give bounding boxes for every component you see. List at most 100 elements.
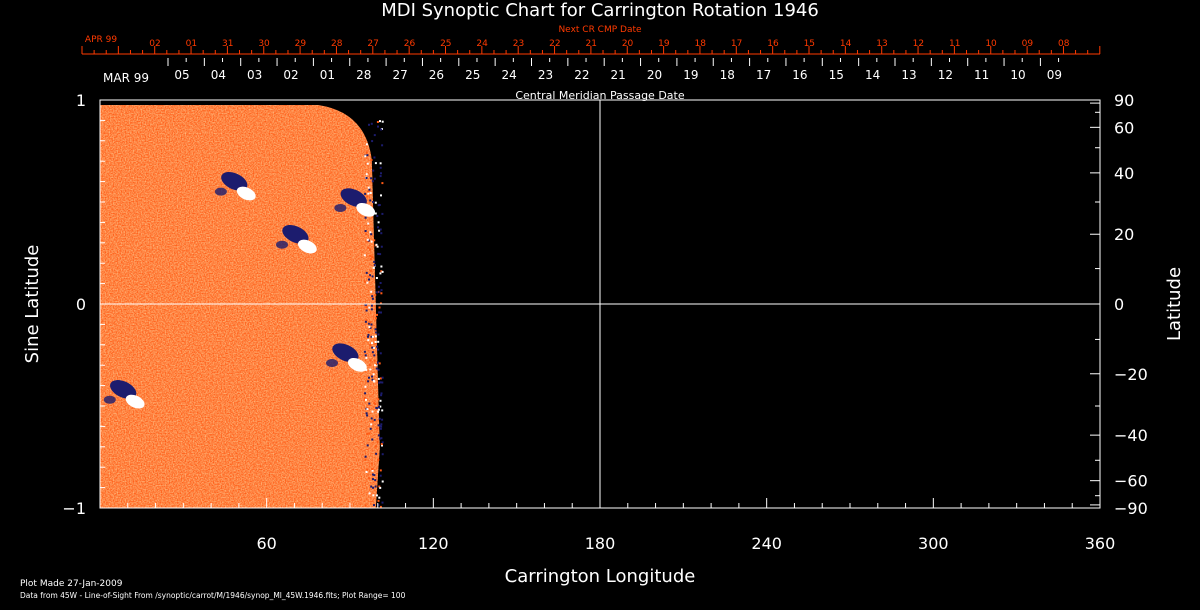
limb-speckle [368,363,371,366]
limb-speckle [379,253,382,256]
limb-speckle [379,469,382,472]
limb-speckle [366,468,369,471]
limb-speckle [380,292,383,295]
cmp-tick-label: 27 [392,68,407,82]
limb-speckle [374,341,377,343]
limb-speckle [375,243,378,246]
cmp-tick-label: 28 [356,68,371,82]
limb-speckle [364,320,367,323]
limb-speckle [368,477,371,480]
limb-speckle [381,418,384,421]
cmp-tick-label: 18 [720,68,735,82]
limb-speckle [377,361,379,364]
limb-speckle [367,275,370,278]
limb-speckle [375,452,378,455]
limb-speckle [377,458,380,461]
limb-speckle [378,362,381,365]
limb-speckle [368,376,370,379]
limb-speckle [379,352,382,355]
limb-speckle [377,348,380,351]
limb-speckle [366,408,369,411]
limb-speckle [377,226,379,229]
limb-speckle [375,291,378,294]
axes: 60 120 180 240 300 360 −1 0 1 −90 −60 −40 −20 0 20 40 60… [62,91,1147,553]
limb-speckle [380,172,382,175]
cmp-tick-label: 01 [320,68,335,82]
limb-speckle [367,333,370,336]
y-axis-label: Sine Latitude [22,245,43,364]
limb-speckle [365,356,368,359]
limb-speckle [365,309,368,312]
limb-speckle [369,368,372,371]
limb-speckle [374,335,377,338]
cmp-tick-label: 24 [502,68,517,82]
next-cr-tick-label: 11 [949,39,960,49]
next-cr-tick-label: 12 [913,39,924,49]
field-noise [100,105,380,508]
cmp-tick-label: 23 [538,68,553,82]
y2-tick-label: 20 [1114,225,1134,244]
limb-speckle [380,443,383,446]
y2-axis-label: Latitude [1164,267,1185,341]
limb-speckle [364,504,367,507]
limb-speckle [366,414,369,417]
top-axis-title-cmp: Central Meridian Passage Date [515,89,684,102]
negative-polarity-spot [103,395,116,404]
top-axis-title-next-cr: Next CR CMP Date [558,25,642,35]
limb-speckle [373,474,376,477]
x-axis-label: Carrington Longitude [505,566,696,587]
y-tick-label: 1 [76,91,86,110]
limb-speckle [364,458,367,461]
limb-speckle [373,156,376,159]
limb-speckle [375,277,378,279]
next-cr-tick-label: 08 [1058,39,1070,49]
limb-speckle [376,215,379,217]
limb-speckle [372,201,375,203]
limb-speckle [378,291,381,293]
y-tick-label: −1 [62,499,86,518]
limb-speckle [373,418,376,421]
limb-speckle [372,379,375,382]
limb-speckle [378,311,381,314]
positive-polarity-spot [297,239,317,254]
limb-speckle [368,123,370,126]
limb-speckle [369,427,372,430]
limb-speckle [371,256,374,259]
limb-speckle [372,266,375,269]
limb-speckle [376,313,378,316]
limb-speckle [366,432,369,435]
limb-speckle [378,496,381,499]
limb-speckle [375,494,378,497]
limb-speckle [379,381,382,384]
limb-speckle [366,281,369,284]
limb-speckle [380,270,383,273]
limb-speckle [371,297,374,300]
cmp-tick-label: 04 [211,68,226,82]
cmp-tick-label: 02 [283,68,298,82]
negative-polarity-spot [276,240,288,249]
limb-speckle [364,216,367,219]
limb-speckle [369,192,372,194]
limb-speckle [365,471,368,473]
limb-speckle [379,399,382,402]
limb-speckle [379,162,382,165]
limb-speckle [379,272,382,275]
limb-speckle [366,444,369,447]
limb-speckle [374,342,377,345]
limb-speckle [373,264,376,267]
limb-speckle [379,166,382,169]
limb-speckle [364,192,367,195]
limb-speckle [371,140,374,143]
limb-speckle [374,485,377,488]
limb-speckle [373,354,376,357]
limb-speckle [377,398,380,401]
limb-speckle [370,335,373,338]
limb-speckle [369,269,372,272]
limb-speckle [364,392,367,395]
limb-speckle [367,190,369,193]
positive-polarity-spot [125,394,145,409]
next-cr-tick-label: 28 [331,39,343,49]
limb-speckle [381,144,384,147]
next-cr-tick-label: 24 [476,39,488,49]
limb-speckle [379,282,382,284]
